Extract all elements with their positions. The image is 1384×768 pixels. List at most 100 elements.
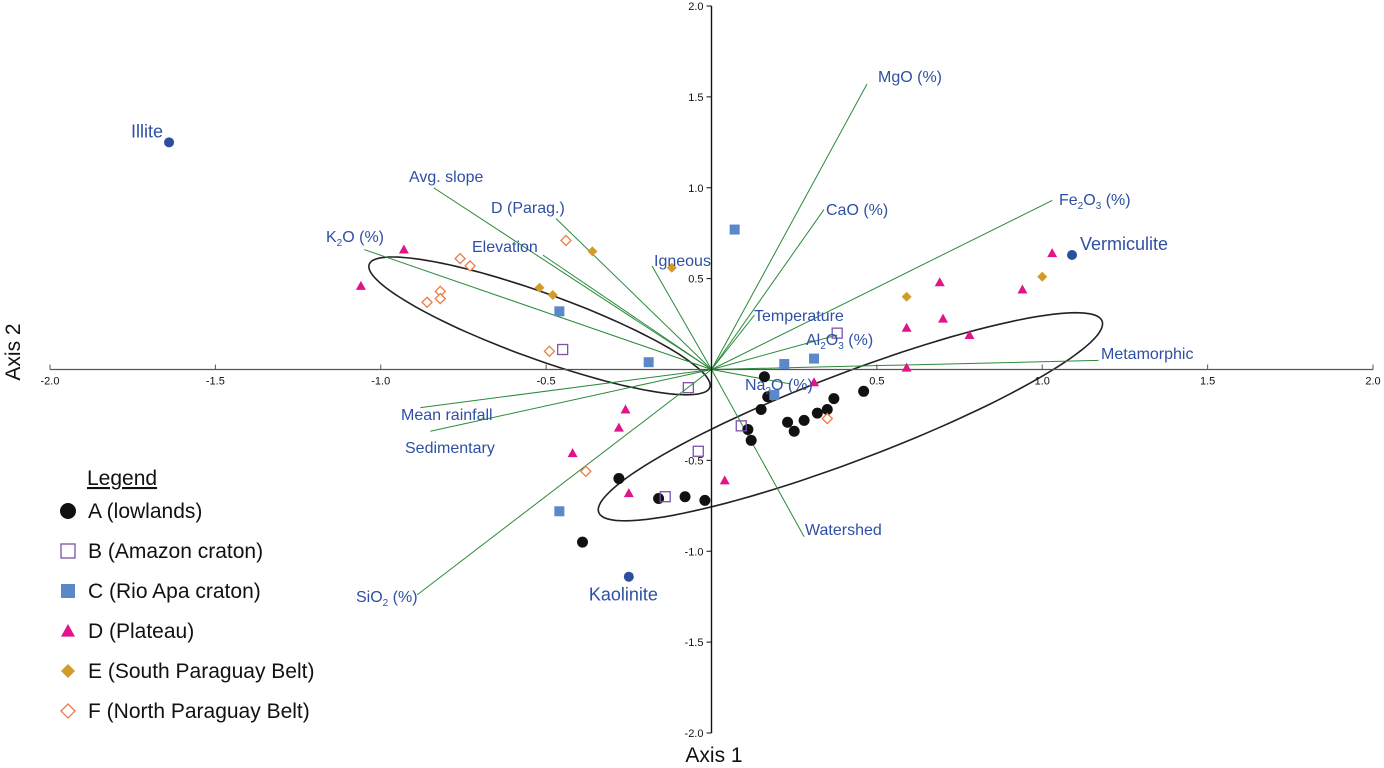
point-group-d [620,404,631,414]
point-group-a [699,494,711,506]
vector-line [430,369,712,432]
vector-line [542,254,712,370]
label-part: (%) [844,332,873,349]
label-part: Watershed [805,522,882,539]
x-tick-label: -2.0 [41,376,60,388]
ellipse-left [368,256,712,396]
y-tick-label: -2.0 [685,728,704,740]
mineral-point [1067,249,1078,260]
label-part: Metamorphic [1101,346,1193,363]
vector-label: Mean rainfall [401,407,493,424]
point-group-b [659,491,671,503]
point-group-a [788,425,800,437]
vector-label: CaO (%) [826,202,888,219]
vector-label: Watershed [805,522,882,539]
point-group-a [828,393,840,405]
label-part: MgO (%) [878,69,942,86]
point-group-a [821,403,833,415]
label-part: Avg. slope [409,169,484,186]
x-axis-title: Axis 1 [685,744,742,767]
y-axis-title: Axis 2 [2,323,25,380]
legend-label: D (Plateau) [88,620,194,643]
point-group-f [464,259,476,272]
legend-marker-b [60,543,76,559]
mineral-points: Illite Vermiculite Kaolinite [131,121,1168,604]
vector-label: Na2O (%) [745,377,813,397]
subscript: 2 [337,238,343,249]
vector-label: Al2O3 (%) [806,332,873,352]
y-tick-label: -1.5 [685,637,704,649]
subscript: 2 [1078,201,1084,212]
vector-line [433,187,712,370]
label-part: Na [745,377,766,394]
label-part: Fe [1059,192,1078,209]
point-group-f [454,252,467,265]
y-tick-label: 2.0 [688,1,703,13]
point-group-e [901,291,912,302]
point-group-f [560,234,572,247]
point-group-a [742,423,754,435]
vector-line [416,369,712,596]
point-group-d [719,475,730,485]
x-tick-label: 1.5 [1200,376,1215,388]
mineral-point [164,137,175,148]
point-group-d [901,362,912,372]
vector-label: Fe2O3 (%) [1059,192,1131,212]
point-group-a [613,473,625,485]
label-part: CaO (%) [826,202,888,219]
vector-line [420,369,712,409]
vector-labels: MgO (%) CaO (%) Fe2O3 (%) Avg. slope D (Para… [326,69,1193,609]
x-tick-label: 1.0 [1035,376,1050,388]
point-group-b [557,343,569,356]
point-group-d [938,313,949,323]
legend-label: B (Amazon craton) [88,540,263,563]
point-group-d [809,377,820,387]
point-group-e [587,246,598,257]
point-group-a [782,416,794,428]
legend: Legend A (lowlands) B (Amazon craton) C (R… [60,467,314,723]
point-group-f [421,296,433,309]
point-group-c [779,359,790,370]
point-group-e [666,262,677,273]
x-tick-label: -0.5 [537,376,556,388]
label-part: O (%) [342,229,384,246]
subscript: 2 [383,598,389,609]
label-part: K [326,229,337,246]
subscript: 3 [1096,201,1102,212]
point-group-f [579,465,592,478]
label-part: D (Parag.) [491,200,565,217]
point-group-d [1017,284,1028,294]
legend-label: F (North Paraguay Belt) [88,700,310,723]
vector-line [555,218,712,370]
point-group-d [1047,248,1058,258]
sample-points [355,224,1058,548]
point-group-a [577,536,589,548]
vector-label: K2O (%) [326,229,384,249]
point-group-a [755,403,767,415]
point-group-d [613,422,624,432]
y-tick-label: 1.5 [688,92,703,104]
label-part: Temperature [754,308,844,325]
mineral-label: Illite [131,121,163,141]
point-group-d [901,322,912,332]
legend-title: Legend [87,467,157,490]
point-group-e [547,289,558,300]
point-group-e [534,282,545,293]
x-tick-label: -1.0 [371,376,390,388]
legend-marker-d [61,624,75,637]
point-group-d [355,280,366,290]
point-group-a [858,385,870,397]
subscript: 3 [838,341,844,352]
axes: -2.0 -1.5 -1.0 -0.5 0.5 1.0 1.5 2.0 2.0 1.5 1.0 0.5… [41,1,1381,740]
vector-label: SiO2 (%) [356,589,418,609]
vector-line [711,209,825,370]
y-tick-label: -1.0 [685,546,704,558]
label-part: Mean rainfall [401,407,493,424]
label-part: SiO [356,589,383,606]
confidence-ellipses [368,256,1104,522]
x-tick-label: -1.5 [206,376,225,388]
vector-label: MgO (%) [878,69,942,86]
vector-label: Elevation [472,239,538,256]
subscript: 2 [820,341,826,352]
